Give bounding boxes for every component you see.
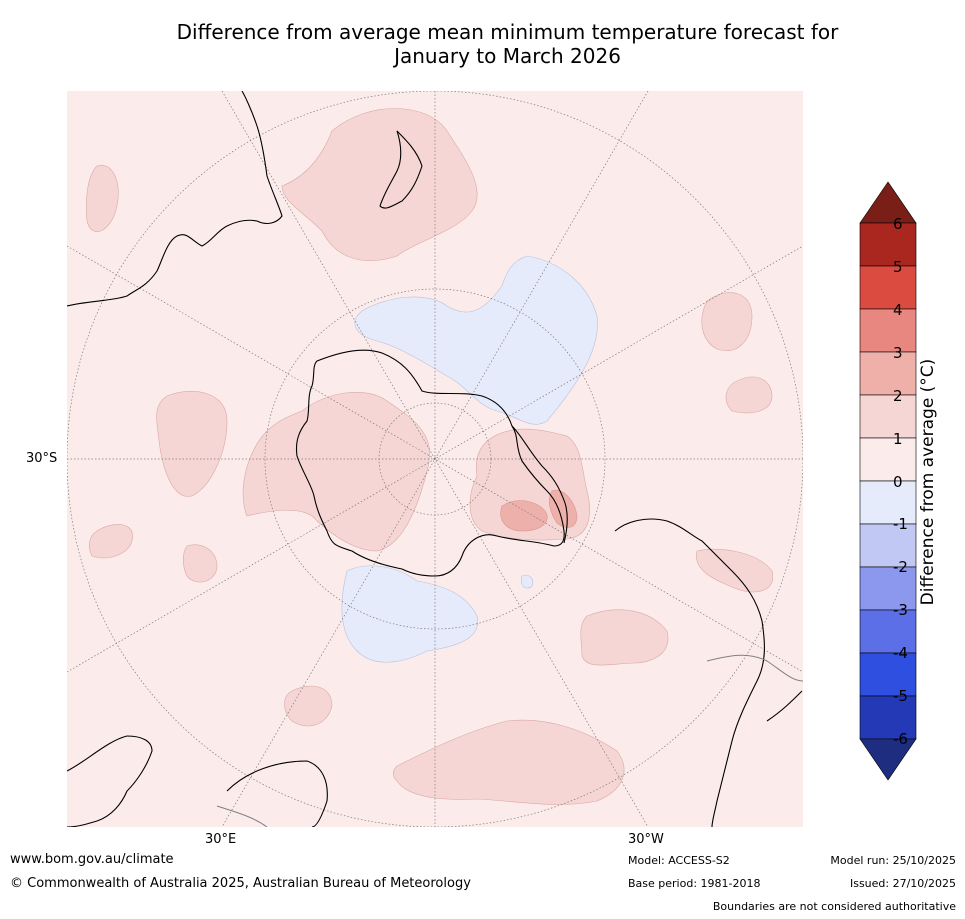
colorbar-tick: -6 — [893, 730, 908, 748]
colorbar-segment — [859, 222, 917, 267]
region-indian-west — [156, 391, 228, 497]
footer-copyright: © Commonwealth of Australia 2025, Austra… — [10, 876, 471, 891]
colorbar-tick: -3 — [893, 601, 908, 619]
region-south-atlantic — [580, 609, 669, 666]
lat-label-30s: 30°S — [26, 451, 58, 466]
region-weddell-core — [500, 500, 548, 532]
region-antarctic-east — [242, 391, 430, 552]
footer-model: Model: ACCESS-S2 — [628, 854, 730, 867]
border-south-america — [216, 805, 268, 827]
region-africa-south — [696, 548, 774, 593]
anomaly-warm-2-3 — [500, 489, 578, 532]
colorbar — [858, 180, 918, 782]
title-line-2: January to March 2026 — [394, 44, 621, 68]
coastlines — [67, 91, 803, 827]
region-southern-ocean-bottom — [392, 719, 625, 805]
footer-model-run: Model run: 25/10/2025 — [830, 854, 956, 867]
colorbar-segment — [859, 695, 917, 740]
footer-website: www.bom.gov.au/climate — [10, 852, 174, 867]
region-weddell-core-2 — [548, 489, 578, 528]
colorbar-title: Difference from average (°C) — [918, 358, 938, 606]
footer-disclaimer: Boundaries are not considered authoritat… — [712, 900, 956, 913]
colorbar-tick: 5 — [893, 258, 903, 276]
colorbar-segment — [859, 351, 917, 396]
colorbar-tick: 4 — [893, 301, 903, 319]
anomaly-cool-0-m1 — [341, 255, 598, 663]
colorbar-segment — [859, 308, 917, 353]
region-indian-small — [86, 164, 119, 232]
colorbar-extend-under — [859, 738, 917, 781]
colorbar-segment — [859, 652, 917, 697]
footer-base-period: Base period: 1981-2018 — [628, 877, 761, 890]
south-america-coast — [67, 735, 153, 827]
polar-map — [67, 91, 803, 827]
australia-coast — [67, 91, 283, 307]
region-madagascar — [88, 524, 133, 559]
colorbar-segment — [859, 523, 917, 568]
antarctica-coast — [295, 349, 565, 577]
colorbar-tick: 3 — [893, 344, 903, 362]
colorbar-extend-over — [859, 181, 917, 224]
south-america-upper — [226, 760, 328, 827]
colorbar-segment — [859, 265, 917, 310]
lat-circle-50s — [264, 288, 606, 630]
lon-label-30e: 30°E — [205, 832, 237, 847]
map-title: Difference from average mean minimum tem… — [0, 20, 965, 68]
region-pacific-small — [521, 574, 534, 589]
colorbar-tick: -2 — [893, 558, 908, 576]
colorbar-tick: -4 — [893, 644, 908, 662]
country-borders — [216, 654, 803, 827]
lon-label-30w: 30°W — [628, 832, 664, 847]
region-ross-pacific — [354, 255, 598, 425]
colorbar-svg — [859, 181, 917, 781]
region-bellingshausen — [341, 565, 479, 663]
footer-issued: Issued: 27/10/2025 — [849, 877, 956, 890]
region-indian-south — [284, 685, 333, 727]
anomaly-warm-1-2 — [86, 108, 774, 805]
graticule — [67, 91, 803, 827]
region-atlantic-east — [701, 292, 753, 351]
nz-north — [379, 130, 423, 209]
colorbar-segment — [859, 609, 917, 654]
border-africa — [706, 654, 803, 682]
colorbar-tick: 0 — [893, 473, 903, 491]
region-indian-mid — [182, 544, 218, 583]
colorbar-segment — [859, 437, 917, 482]
title-line-1: Difference from average mean minimum tem… — [176, 20, 839, 44]
colorbar-tick: 6 — [893, 215, 903, 233]
region-atlantic-east-2 — [725, 376, 773, 414]
colorbar-tick: 1 — [893, 430, 903, 448]
antarctic-peninsula — [511, 425, 568, 544]
region-nz-tasman — [281, 108, 478, 261]
africa-coast — [614, 518, 765, 827]
madagascar-coast — [766, 690, 803, 722]
colorbar-segment — [859, 394, 917, 439]
colorbar-tick: 2 — [893, 387, 903, 405]
colorbar-tick: -5 — [893, 687, 908, 705]
map-panel — [67, 91, 803, 827]
colorbar-tick: -1 — [893, 515, 908, 533]
